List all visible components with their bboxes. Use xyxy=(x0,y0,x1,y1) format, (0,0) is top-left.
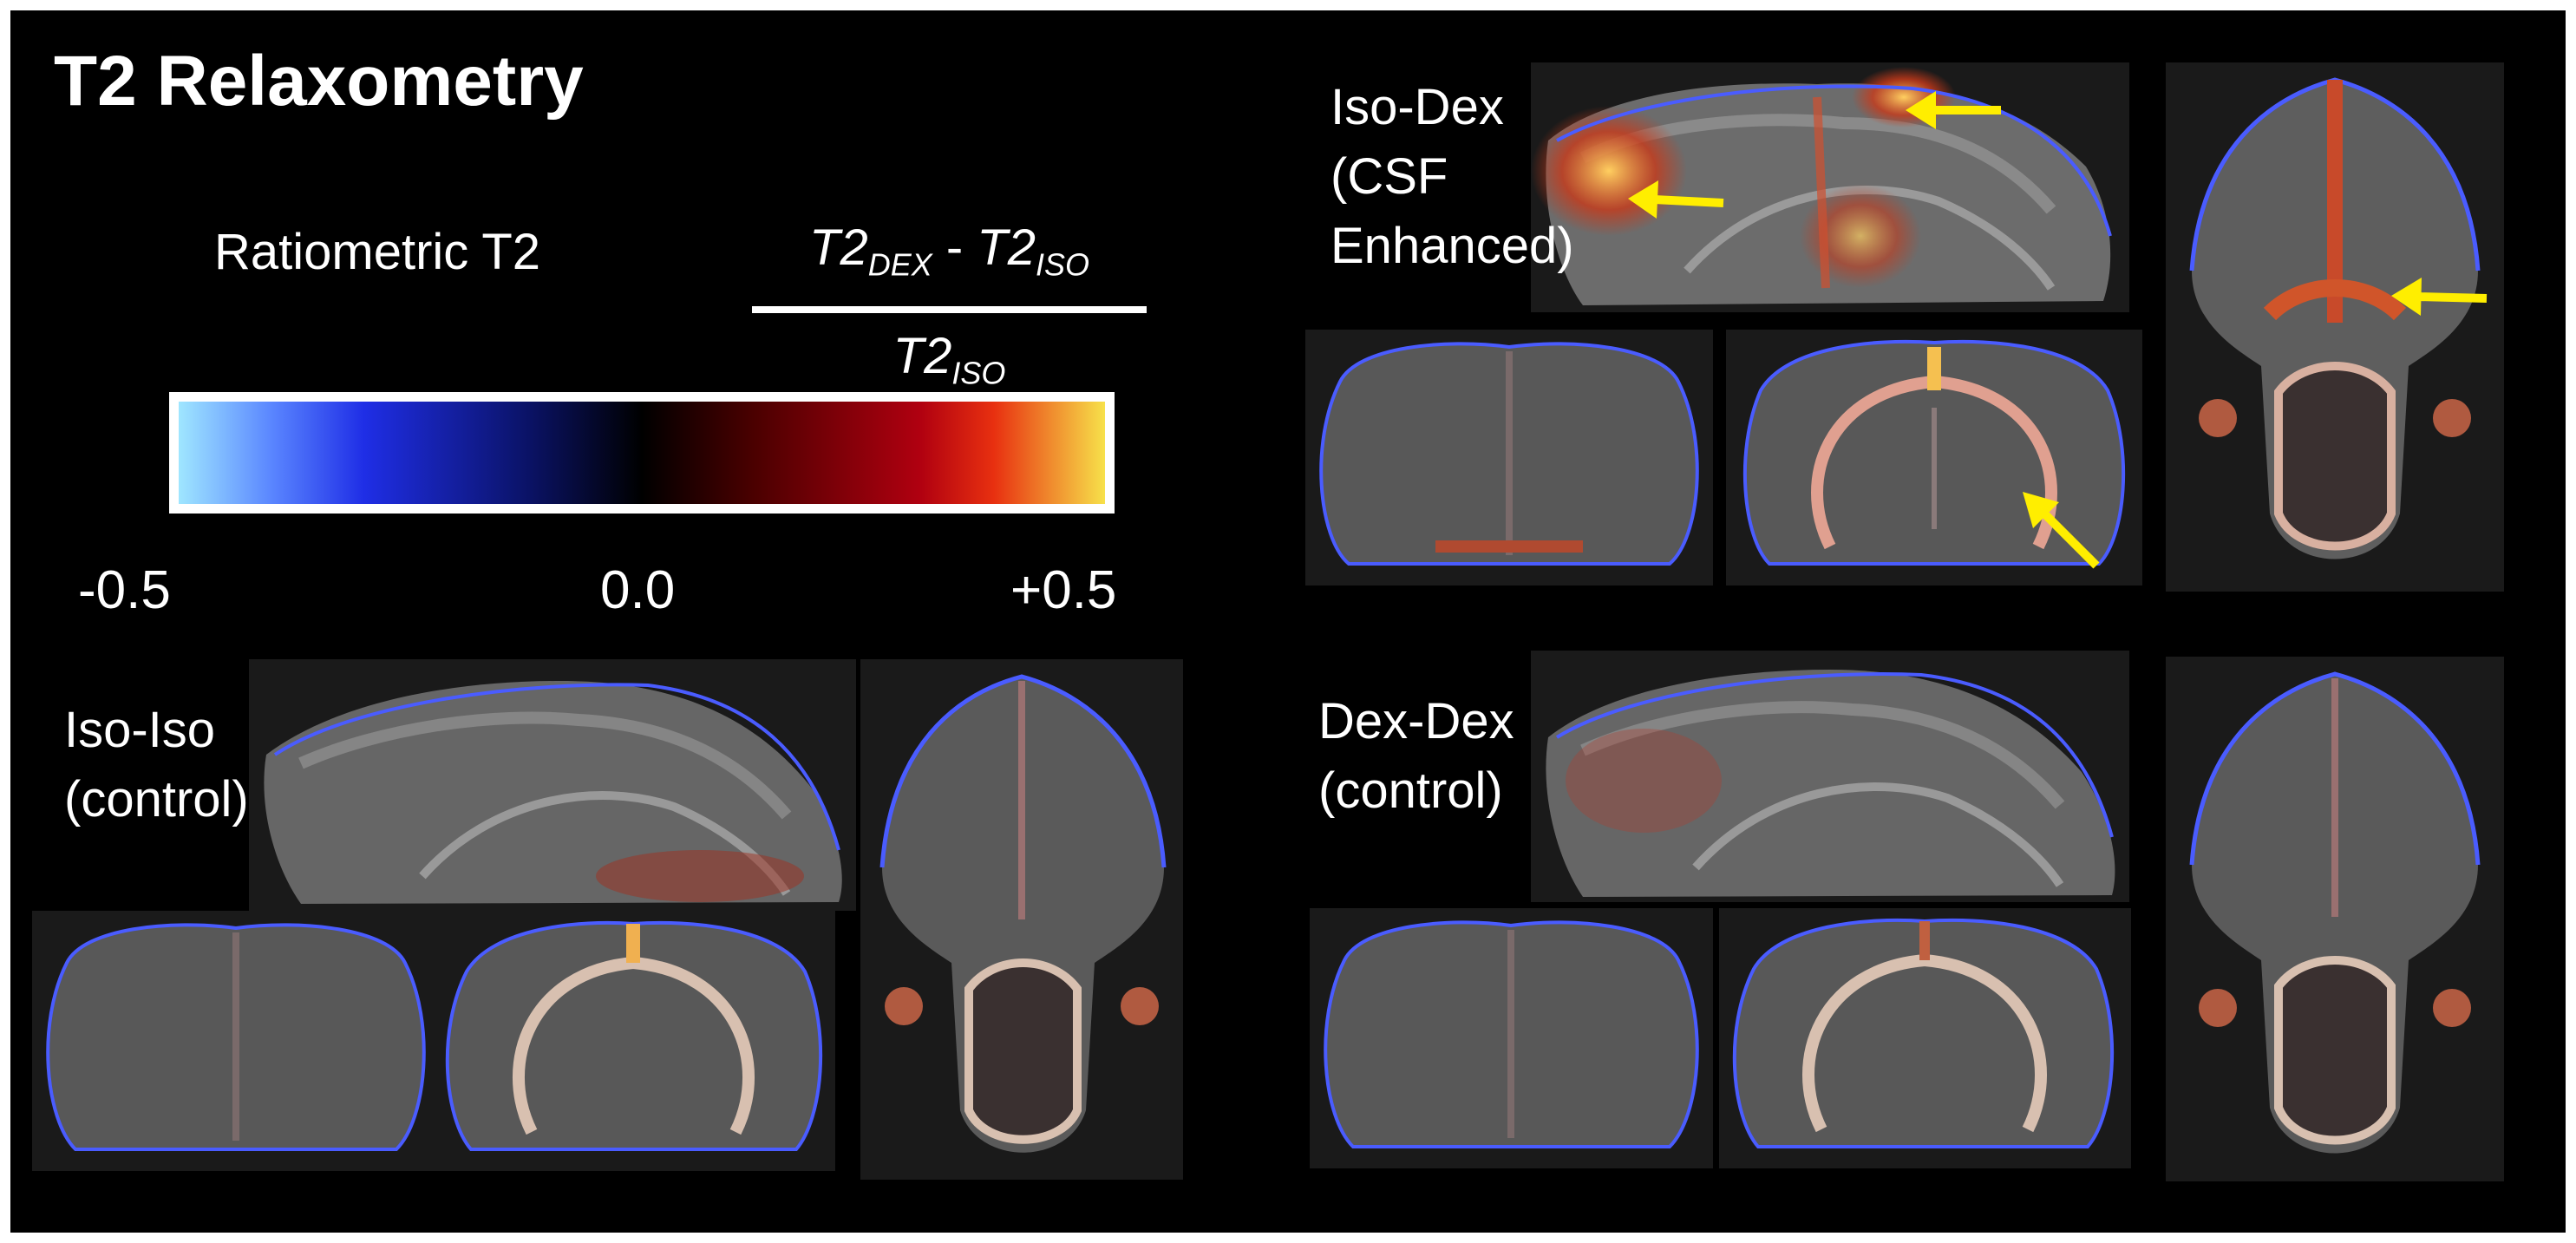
iso-dex-coronal-image-1 xyxy=(1305,330,1713,586)
colorbar-label: Ratiometric T2 xyxy=(214,224,541,280)
iso-dex-label-line3: Enhanced) xyxy=(1330,218,1574,274)
iso-dex-label-line1: Iso-Dex xyxy=(1330,79,1504,135)
dex-dex-label-line2: (control) xyxy=(1318,762,1503,819)
iso-iso-horizontal-image xyxy=(860,659,1183,1180)
formula-t2-iso: T2 xyxy=(977,219,1036,276)
iso-dex-group-label: Iso-Dex (CSF Enhanced) xyxy=(1330,73,1574,281)
formula-sub-iso: ISO xyxy=(1035,246,1089,283)
iso-iso-label-line1: Iso-Iso xyxy=(64,702,216,758)
annotation-arrow-icon xyxy=(2023,492,2100,569)
formula-numerator: T2DEX - T2ISO xyxy=(752,214,1147,299)
iso-dex-label-line2: (CSF xyxy=(1330,148,1448,205)
dex-dex-horizontal-image xyxy=(2166,657,2504,1181)
dex-dex-coronal-image-1 xyxy=(1310,908,1713,1168)
iso-iso-coronal-image-2 xyxy=(432,911,835,1171)
iso-dex-sagittal-image xyxy=(1531,62,2129,312)
colorbar-tick-max: +0.5 xyxy=(1010,560,1117,620)
formula-t2-iso-den: T2 xyxy=(892,327,952,384)
formula-minus: - xyxy=(932,219,977,276)
annotation-arrow-icon xyxy=(1906,91,2001,129)
dex-dex-group-label: Dex-Dex (control) xyxy=(1318,687,1514,826)
colorbar xyxy=(169,392,1115,514)
annotation-arrow-icon xyxy=(1628,180,1724,219)
dex-dex-label-line1: Dex-Dex xyxy=(1318,693,1514,749)
dex-dex-sagittal-image xyxy=(1531,651,2129,902)
iso-iso-sagittal-image xyxy=(249,659,856,911)
colorbar-tick-min: -0.5 xyxy=(78,560,171,620)
figure-panel: T2 Relaxometry Ratiometric T2 T2DEX - T2… xyxy=(10,10,2566,1233)
dex-dex-coronal-image-2 xyxy=(1719,908,2131,1168)
iso-dex-horizontal-image xyxy=(2166,62,2504,592)
iso-iso-coronal-image-1 xyxy=(32,911,440,1171)
formula-fraction-bar xyxy=(752,305,1147,313)
iso-iso-label-line2: (control) xyxy=(64,771,249,828)
ratio-formula: T2DEX - T2ISO T2ISO xyxy=(752,214,1147,404)
formula-t2-dex: T2 xyxy=(809,219,868,276)
iso-iso-group-label: Iso-Iso (control) xyxy=(64,696,249,834)
colorbar-tick-mid: 0.0 xyxy=(600,560,676,620)
annotation-arrow-icon xyxy=(2391,278,2488,316)
formula-sub-dex: DEX xyxy=(867,246,932,283)
formula-denominator: T2ISO xyxy=(752,325,1147,405)
formula-sub-iso-den: ISO xyxy=(951,355,1006,391)
figure-title: T2 Relaxometry xyxy=(54,42,584,121)
